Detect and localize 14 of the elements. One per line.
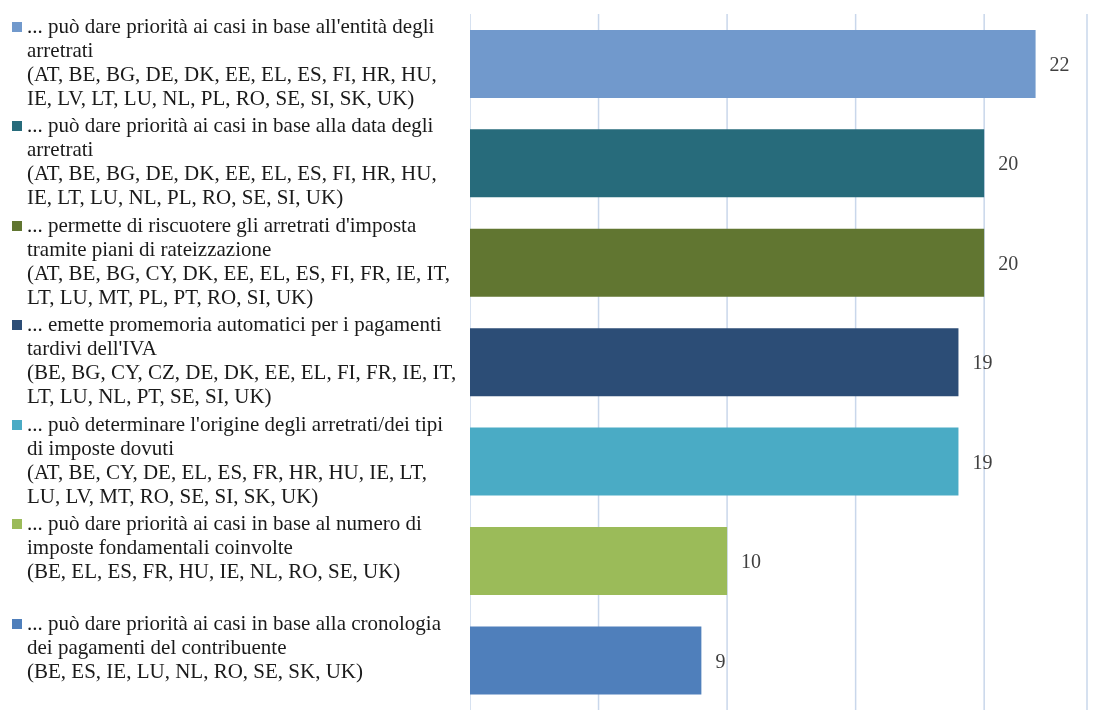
legend-label: ... può dare priorità ai casi in base al numero di imposte fondamentali coinvolte (BE, EL, ES, FR, HU, IE, NL, RO, SE, UK)	[27, 511, 423, 584]
data-label: 19	[972, 351, 993, 374]
legend-label: ... permette di riscuotere gli arretrati d'imposta tramite piani di rateizzazione (AT, BE, BG, CY, DK, EE, EL, ES, FI, FR, IE, IT, LT, LU, MT, PL, PT, RO, SI, UK)	[27, 212, 451, 309]
legend-label: ... può dare priorità ai casi in base alla data degli arretrati (AT, BE, BG, DE, DK, EE, EL, ES, FI, HR, HU, IE, LT, LU, NL, PL, RO, SE, SI, UK)	[27, 113, 438, 210]
data-label: 22	[1049, 53, 1070, 76]
data-label: 9	[715, 649, 726, 672]
data-label: 20	[998, 152, 1019, 175]
data-label: 10	[741, 550, 762, 573]
legend-label: ... può dare priorità ai casi in base all'entità degli arretrati (AT, BE, BG, DE, DK, EE, EL, ES, FI, HR, HU, IE, LV, LT, LU, NL, PL, RO, SE, SI, SK, UK)	[27, 14, 438, 110]
data-label: 20	[998, 251, 1019, 274]
legend-label: ... emette promemoria automatici per i pagamenti tardivi dell'IVA (BE, BG, CY, CZ, DE, DK, EE, EL, FI, FR, IE, IT, LT, LU, NL, PT, SE, SI, UK)	[27, 312, 458, 409]
data-label: 19	[972, 450, 993, 473]
legend-label: ... può dare priorità ai casi in base alla cronologia dei pagamenti del contribuente (BE, ES, IE, LU, NL, RO, SE, SK, UK)	[27, 610, 442, 683]
legend-label: ... può determinare l'origine degli arretrati/dei tipi di imposte dovuti (AT, BE, CY, DE, EL, ES, FR, HR, HU, IE, LT, LU, LV, MT, RO, SE, SI, SK, UK)	[27, 411, 445, 508]
